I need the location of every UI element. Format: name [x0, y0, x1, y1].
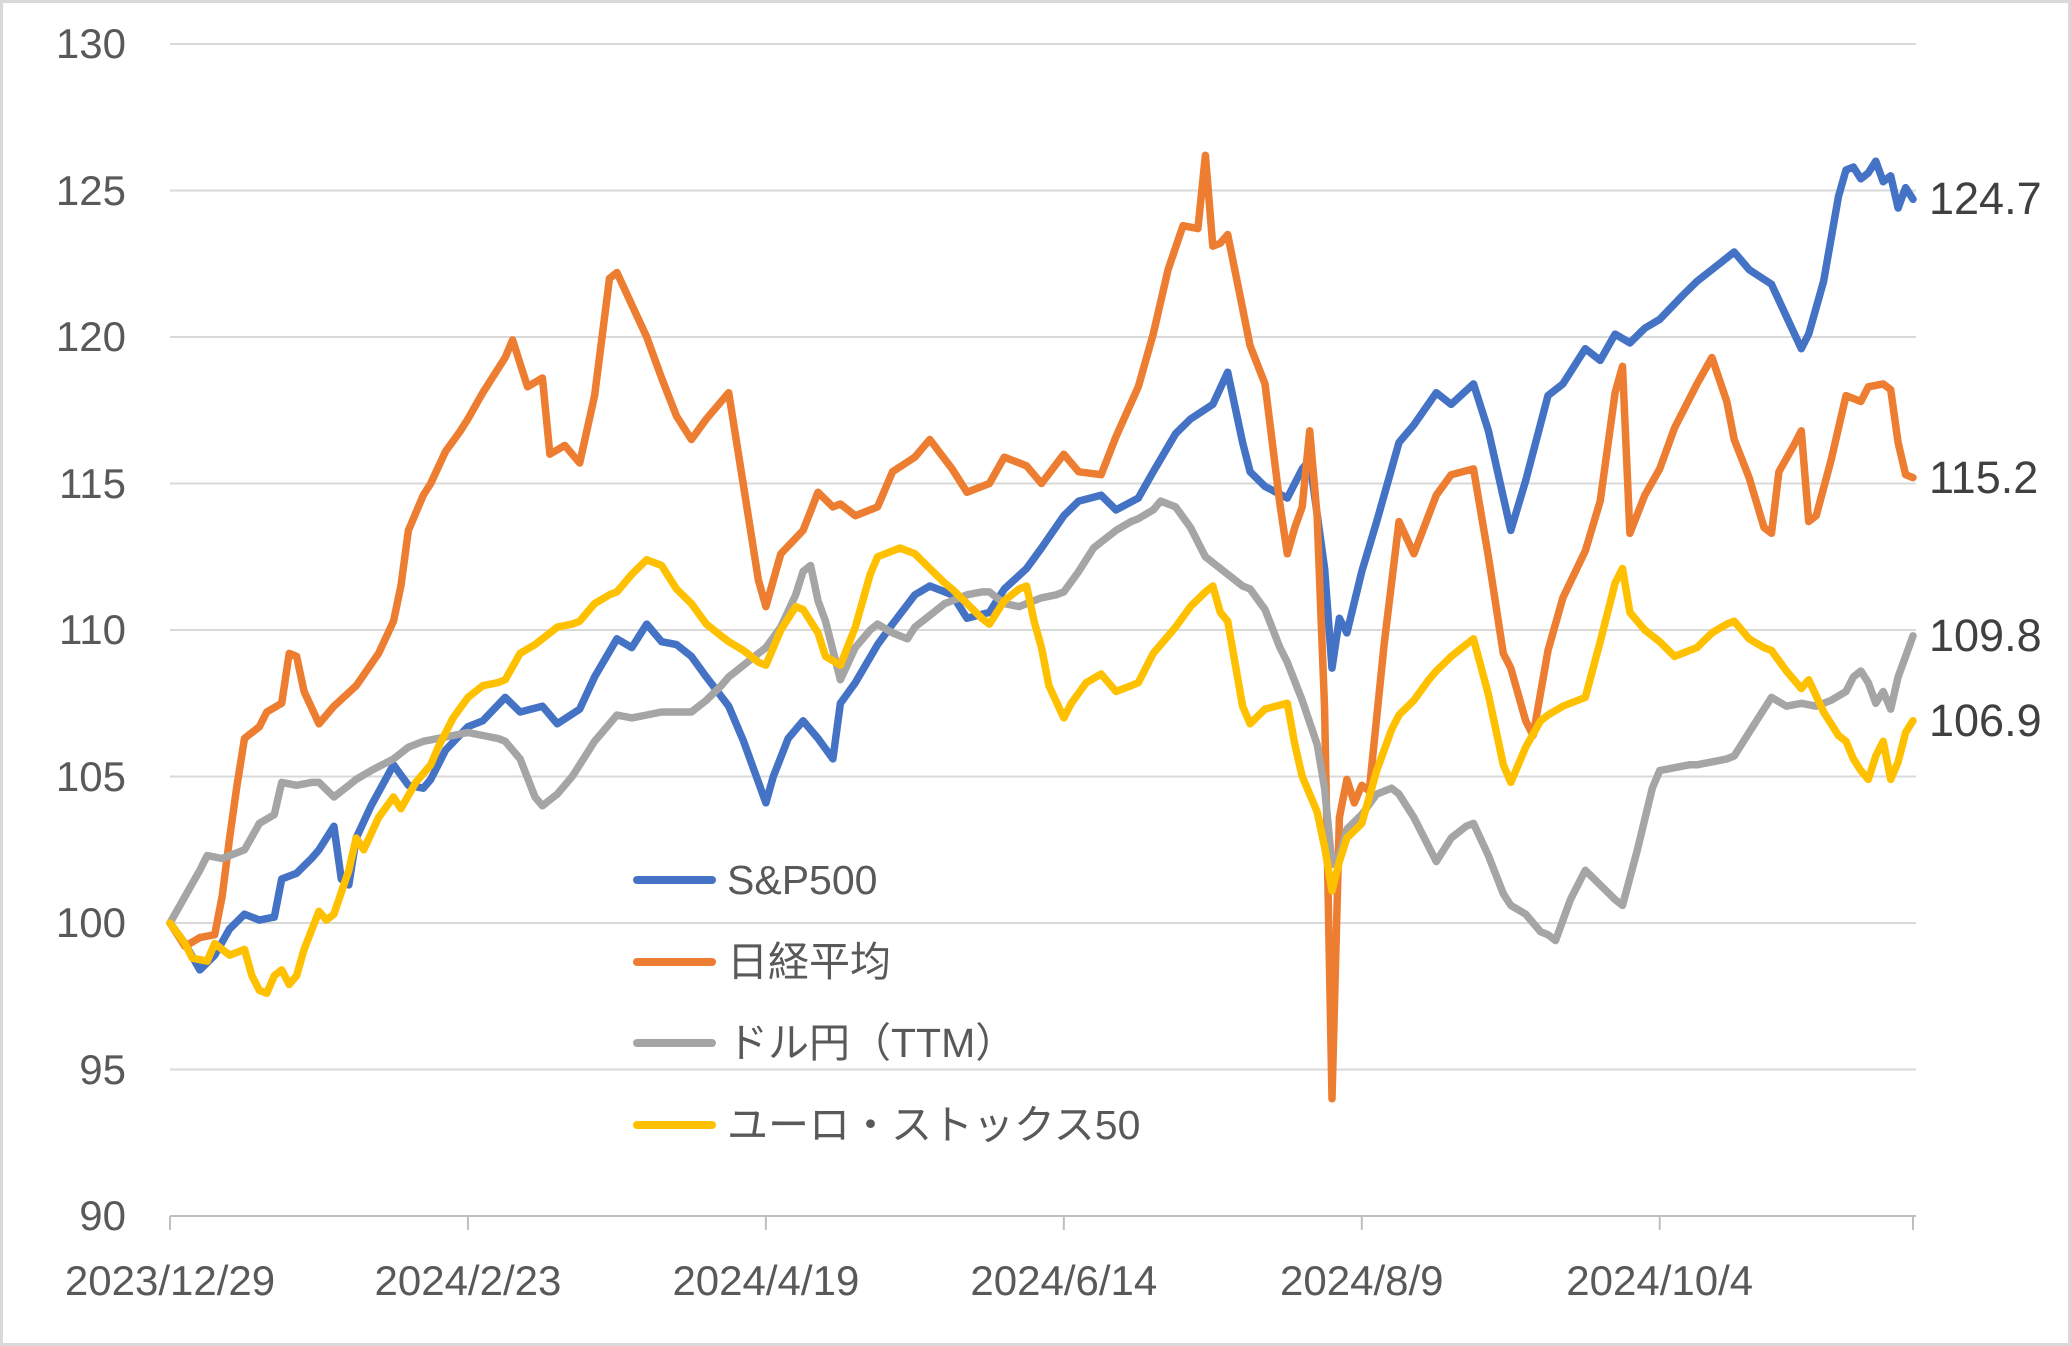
series-line-0	[166, 157, 1917, 974]
series-line-3	[166, 544, 1917, 998]
y-axis-label: 105	[55, 752, 126, 800]
legend-item-0: S&P500	[633, 850, 877, 910]
y-axis-label: 115	[59, 459, 126, 507]
y-axis-label: 95	[79, 1045, 126, 1093]
x-axis-label: 2024/4/19	[672, 1257, 860, 1304]
legend-line-swatch	[633, 1121, 716, 1129]
y-axis-label: 100	[55, 899, 126, 946]
y-axis-label: 90	[79, 1192, 126, 1239]
x-axis-label: 2024/6/14	[970, 1257, 1158, 1304]
y-axis-label: 130	[55, 20, 126, 67]
legend-label: ドル円（TTM）	[727, 1020, 1017, 1066]
end-value-label-2: 109.8	[1929, 609, 2042, 661]
end-value-label-0: 124.7	[1929, 173, 2042, 225]
legend-line-swatch	[633, 1039, 716, 1047]
plot-area	[166, 43, 1917, 1230]
legend-item-1: 日経平均	[633, 932, 891, 992]
y-axis-label: 120	[55, 313, 126, 360]
legend-item-2: ドル円（TTM）	[633, 1013, 1016, 1073]
legend-label: 日経平均	[727, 939, 891, 985]
y-axis-label: 110	[59, 606, 126, 653]
legend-label: S&P500	[727, 857, 878, 903]
x-axis-label: 2024/10/4	[1566, 1257, 1754, 1304]
x-axis-label: 2024/8/9	[1280, 1257, 1444, 1304]
legend-item-3: ユーロ・ストックス50	[633, 1095, 1140, 1155]
legend-line-swatch	[633, 876, 716, 884]
x-axis-label: 2024/2/23	[374, 1257, 562, 1304]
y-axis-label: 125	[55, 166, 126, 214]
end-value-label-3: 106.9	[1929, 694, 2042, 746]
legend-line-swatch	[633, 958, 716, 966]
x-axis-label: 2023/12/29	[64, 1257, 276, 1304]
end-value-label-1: 115.2	[1929, 451, 2039, 503]
legend-label: ユーロ・ストックス50	[727, 1102, 1141, 1148]
series-line-2	[166, 497, 1917, 945]
series-line-1	[166, 151, 1917, 1103]
